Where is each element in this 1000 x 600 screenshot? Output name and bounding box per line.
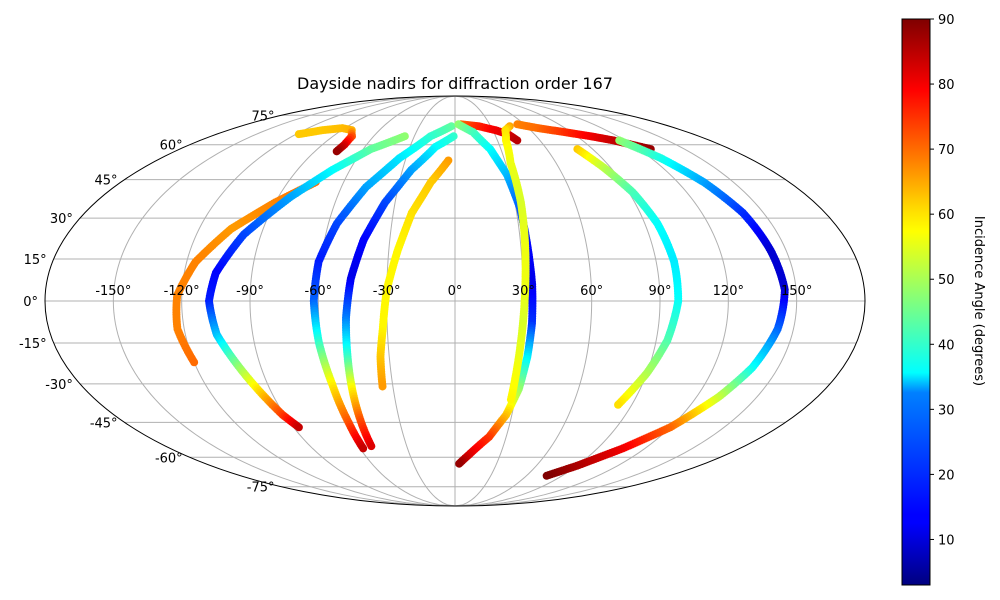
longitude-tick-label: -150°	[95, 284, 131, 299]
scatter-point	[378, 382, 387, 391]
colorbar-tick-label: 30	[938, 403, 955, 418]
colorbar-tick-label: 10	[938, 533, 955, 548]
scatter-point	[455, 459, 464, 468]
latitude-tick-label: -45°	[90, 416, 118, 431]
chart-title: Dayside nadirs for diffraction order 167	[297, 74, 613, 93]
latitude-tick-label: 30°	[50, 212, 73, 227]
meridian-gridline	[181, 96, 456, 506]
scatter-point	[513, 136, 522, 145]
longitude-tick-label: 60°	[580, 284, 603, 299]
latitude-tick-label: 60°	[160, 139, 183, 154]
colorbar-ticks: 10 20 30 40 50 60 70 80 90	[930, 13, 955, 548]
colorbar-tick-label: 60	[938, 208, 955, 223]
scatter-point	[506, 395, 515, 404]
latitude-tick-label: -60°	[155, 451, 183, 466]
map-area	[44, 95, 866, 507]
meridian-gridline	[454, 96, 798, 506]
scatter-point	[542, 471, 551, 480]
longitude-tick-label: 0°	[448, 284, 463, 299]
colorbar-tick-label: 50	[938, 273, 955, 288]
longitude-tick-labels: -150° -120° -90° -60° -30° 0° 30° 60° 90° 120° 150…	[95, 284, 812, 299]
latitude-tick-label: -30°	[45, 378, 73, 393]
scatter-point	[359, 444, 368, 453]
longitude-tick-label: 30°	[512, 284, 535, 299]
latitude-tick-label: -75°	[247, 481, 275, 496]
latitude-tick-labels: 75° 60° 45° 30° 15° 0° -15° -30° -45° -60° -75°	[19, 109, 275, 495]
scatter-point	[190, 358, 199, 367]
colorbar-gradient	[901, 18, 931, 586]
meridian-gridline	[249, 96, 456, 506]
meridian-gridline	[317, 96, 456, 506]
colorbar-tick-label: 90	[938, 13, 955, 28]
meridian-gridline	[454, 96, 661, 506]
scatter-point	[332, 147, 341, 156]
longitude-tick-label: -90°	[236, 284, 264, 299]
scatter-point	[367, 442, 376, 451]
map-outline	[44, 95, 866, 507]
latitude-tick-label: 15°	[24, 253, 47, 268]
latitude-tick-label: 0°	[23, 295, 38, 310]
longitude-tick-label: -60°	[304, 284, 332, 299]
scatter-point	[294, 423, 303, 432]
data-points	[172, 120, 789, 480]
meridian-gridline	[454, 96, 593, 506]
gridlines	[45, 96, 865, 506]
meridian-gridline	[112, 96, 456, 506]
latitude-tick-label: 45°	[95, 174, 118, 189]
colorbar-tick-label: 70	[938, 143, 955, 158]
colorbar-tick-label: 80	[938, 78, 955, 93]
longitude-tick-label: 90°	[648, 284, 671, 299]
colorbar-tick-label: 40	[938, 338, 955, 353]
longitude-tick-label: -30°	[373, 284, 401, 299]
scatter-point	[614, 400, 623, 409]
longitude-tick-label: 150°	[781, 284, 812, 299]
latitude-tick-label: -15°	[19, 337, 47, 352]
longitude-tick-label: 120°	[713, 284, 744, 299]
colorbar-tick-label: 20	[938, 468, 955, 483]
longitude-tick-label: -120°	[164, 284, 200, 299]
latitude-tick-label: 75°	[251, 109, 274, 124]
colorbar: 10 20 30 40 50 60 70 80 90 Incidence Angle (degr…	[901, 13, 986, 586]
colorbar-label: Incidence Angle (degrees)	[971, 216, 986, 386]
